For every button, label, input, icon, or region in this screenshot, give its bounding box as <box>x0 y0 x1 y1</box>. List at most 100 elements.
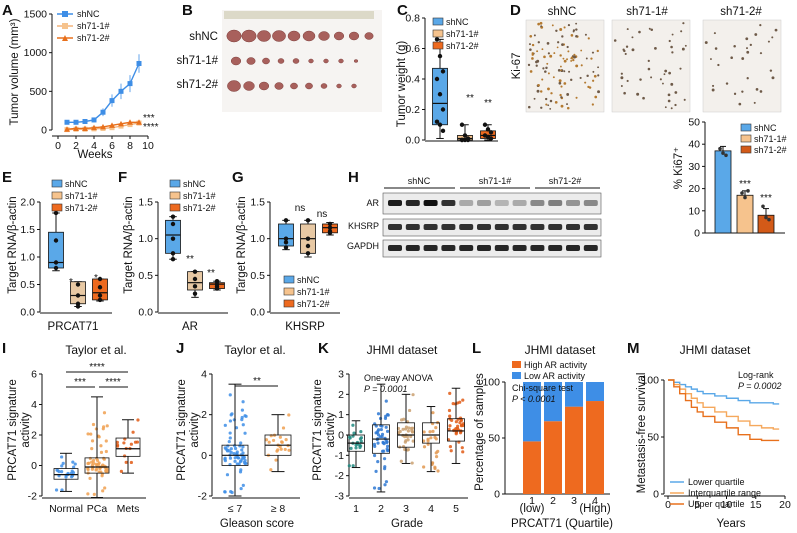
j-group-1-point <box>233 456 237 460</box>
a-series-sh71-2-point <box>91 124 97 131</box>
k-group-3-point <box>410 461 414 465</box>
legend-c-shnc: shNC <box>446 17 469 27</box>
j-group-1-point <box>241 445 245 449</box>
j-group-1-point <box>239 486 243 491</box>
i-group-3-point <box>129 442 133 446</box>
tumor-sample <box>277 58 285 64</box>
blot-strip-gapdh <box>382 239 602 258</box>
band-khsrp <box>405 224 420 230</box>
i-x-tick-label: PCa <box>87 503 108 515</box>
k-group-4-point <box>433 466 437 471</box>
stain-dot <box>547 87 550 91</box>
panel-k-label: K <box>318 340 329 357</box>
k-group-1-point <box>354 443 358 447</box>
f-group-2-point <box>192 276 198 282</box>
stain-dot <box>549 54 553 58</box>
stain-dot <box>620 72 623 75</box>
i-group-1-point <box>60 455 64 459</box>
d-y-tick-label: 30 <box>688 161 700 173</box>
stain-dot <box>554 100 558 104</box>
j-group-1-point <box>240 448 244 452</box>
legend-e-sh71-1: sh71-1# <box>65 191 98 201</box>
tumor-sample <box>257 30 271 42</box>
stain-dot <box>730 56 733 60</box>
stain-dot <box>631 48 635 52</box>
a-x-tick-label: 10 <box>142 140 154 152</box>
panel-k-plot: -3 -2 -1 0 1 2 3 1 2 3 4 5 <box>335 369 468 515</box>
g-group-1-point <box>283 236 289 241</box>
g-group-2-point <box>305 236 311 241</box>
stain-dot <box>738 102 742 106</box>
panel-j: J Taylor et al. PRCAT71 signature activi… <box>176 340 300 530</box>
k-group-2-point <box>372 442 377 446</box>
k-group-3-point <box>411 430 415 434</box>
panel-l-title: JHMI dataset <box>525 343 596 357</box>
legend-shnc-label: shNC <box>77 9 100 19</box>
band-ar <box>530 200 545 206</box>
band-gapdh <box>583 245 598 251</box>
d-bar-2-point <box>740 191 744 195</box>
f-group-1-point <box>170 236 176 241</box>
legend-e-shnc: shNC <box>65 179 88 189</box>
j-group-1-point <box>223 423 227 427</box>
m-x-tick-label: 10 <box>721 499 733 511</box>
stain-dot <box>551 24 554 27</box>
legend-m-lower: Lower quartile <box>688 477 745 487</box>
panel-a-label: A <box>2 2 13 19</box>
j-group-1-point <box>233 446 238 451</box>
stain-dot <box>557 69 561 72</box>
stain-dot <box>746 77 749 80</box>
stain-dot <box>668 39 671 43</box>
stain-dot <box>725 82 729 85</box>
j-group-1-point <box>243 462 247 466</box>
k-group-2-point <box>384 399 388 403</box>
i-group-1-point <box>60 464 64 468</box>
stain-dot <box>754 33 758 36</box>
stain-dot <box>631 36 634 39</box>
legend-f-shnc-swatch <box>169 179 181 188</box>
tumor-sample <box>364 32 374 40</box>
stain-dot <box>584 33 587 36</box>
tumor-sample <box>290 82 298 90</box>
i-group-2-point <box>103 486 107 490</box>
k-group-5-point <box>454 427 458 431</box>
k-group-5-point <box>459 423 464 427</box>
c-group-3-point <box>485 127 491 132</box>
c-y-tick-label: 0.0 <box>405 135 420 147</box>
k-x-tick-label: 1 <box>353 503 359 515</box>
k-group-5-point <box>451 402 455 406</box>
stain-dot <box>540 25 543 28</box>
panel-d-sig-2: *** <box>760 193 772 204</box>
a-x-tick-label: 2 <box>73 140 79 152</box>
k-group-4-point <box>431 411 435 415</box>
panel-e: E 0.0 0.5 1.0 1.5 2.0 Target RNA/β-actin PRC… <box>2 169 112 333</box>
tumor-samples <box>226 29 374 92</box>
panel-f-ylabel: Target RNA/β-actin <box>123 196 135 293</box>
i-group-2-point <box>104 439 108 443</box>
j-group-2-point <box>267 440 271 444</box>
panel-i: I Taylor et al. PRCAT71 signature activi… <box>2 340 146 515</box>
k-group-5-point <box>448 391 452 396</box>
j-group-2-point <box>284 438 288 442</box>
tumor-sample <box>336 83 342 89</box>
panel-c-label: C <box>397 2 408 19</box>
stain-dot <box>662 82 664 85</box>
panel-j-label: J <box>176 340 184 357</box>
band-ar <box>388 200 402 206</box>
k-group-2-point <box>382 457 387 461</box>
c-y-tick-label: 0.4 <box>405 74 420 86</box>
j-group-2-point <box>269 468 273 472</box>
stain-dot <box>537 41 540 44</box>
panel-d-bar-plot: 0 10 20 30 40 50 <box>688 117 785 240</box>
j-group-1-point <box>237 462 241 466</box>
k-group-2-point <box>372 453 377 458</box>
panel-f-plot: 0.0 0.5 1.0 1.5 <box>138 197 228 319</box>
k-group-4-box <box>422 422 440 444</box>
legend-l-low-swatch <box>512 372 521 379</box>
stain-dot <box>531 52 534 55</box>
d-y-tick-label: 40 <box>688 139 700 151</box>
j-group-1-point <box>228 393 232 397</box>
band-ar <box>423 200 438 206</box>
i-group-1-box <box>53 468 79 480</box>
a-series-shnc-point <box>118 88 124 94</box>
